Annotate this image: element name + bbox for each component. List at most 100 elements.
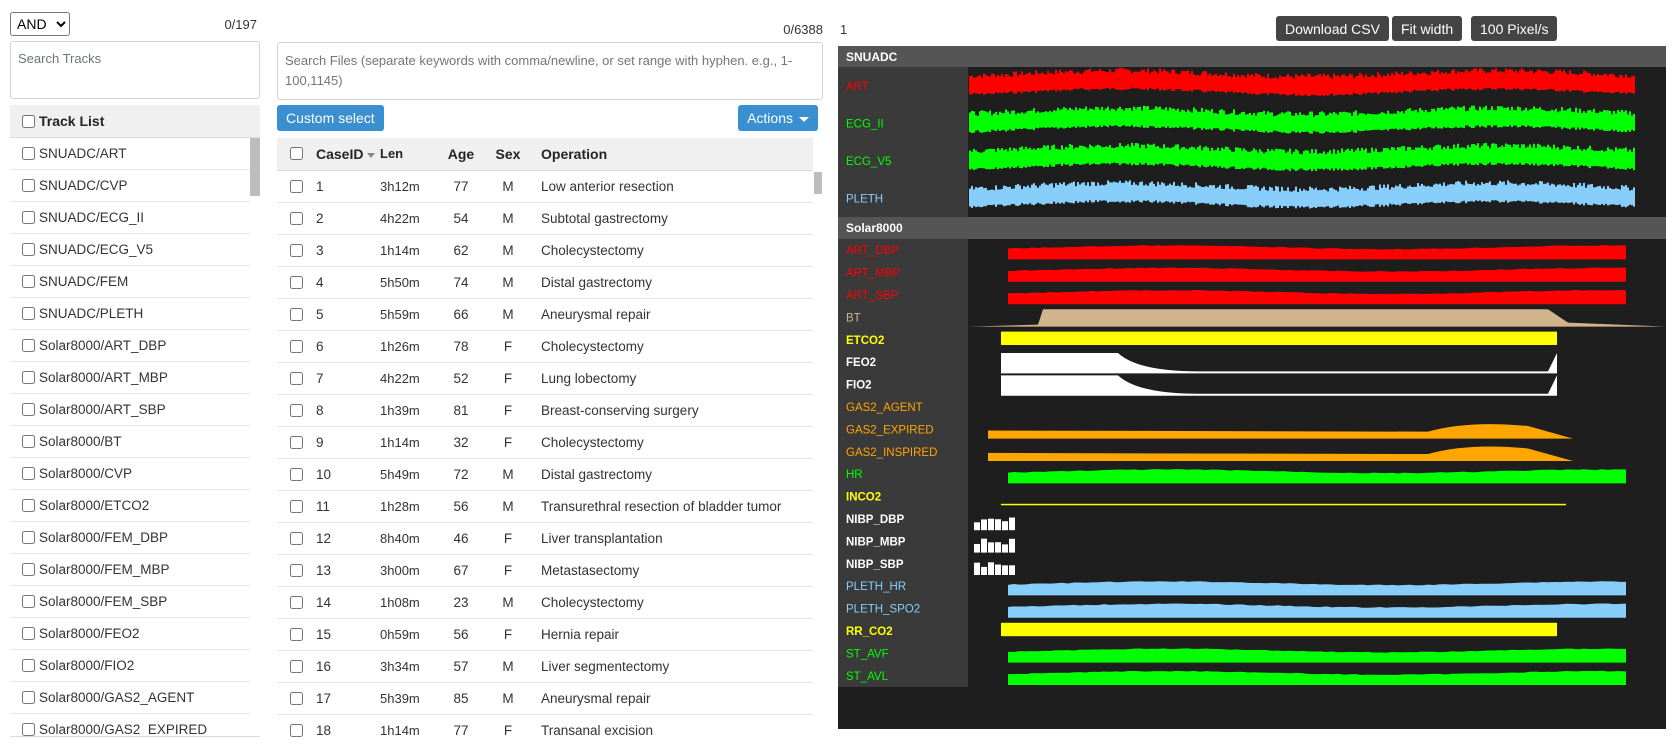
table-row[interactable]: 17 5h39m 85 M Aneurysmal repair (277, 682, 813, 715)
track-list-item[interactable]: SNUADC/ECG_V5 (10, 234, 250, 266)
table-row[interactable]: 5 5h59m 66 M Aneurysmal repair (277, 298, 813, 331)
track-name[interactable]: ART_DBP (846, 245, 899, 257)
case-checkbox[interactable] (289, 467, 303, 481)
fit-width-button[interactable]: Fit width (1392, 16, 1463, 41)
table-row[interactable]: 1 3h12m 77 M Low anterior resection (277, 170, 813, 203)
track-list-item[interactable]: Solar8000/FIO2 (10, 650, 250, 682)
track-list-item[interactable]: Solar8000/FEM_DBP (10, 522, 250, 554)
track-checkbox[interactable] (22, 179, 35, 192)
track-name[interactable]: NIBP_SBP (846, 559, 904, 571)
case-checkbox[interactable] (289, 371, 303, 385)
track-list-item[interactable]: Solar8000/BT (10, 426, 250, 458)
track-name[interactable]: FEO2 (846, 357, 876, 369)
table-row[interactable]: 8 1h39m 81 F Breast-conserving surgery (277, 394, 813, 427)
table-row[interactable]: 3 1h14m 62 M Cholecystectomy (277, 234, 813, 267)
select-all-tracks-checkbox[interactable] (22, 114, 35, 128)
track-name[interactable]: ST_AVF (846, 648, 889, 660)
case-checkbox[interactable] (289, 563, 303, 577)
track-checkbox[interactable] (22, 595, 35, 608)
track-checkbox[interactable] (22, 435, 35, 448)
track-list-item[interactable]: Solar8000/ART_SBP (10, 394, 250, 426)
track-list-scrollbar[interactable] (250, 138, 260, 196)
search-tracks-input[interactable] (10, 41, 260, 99)
table-row[interactable]: 11 1h28m 56 M Transurethral resection of bla… (277, 490, 813, 523)
case-checkbox[interactable] (289, 723, 303, 737)
track-list-item[interactable]: Solar8000/CVP (10, 458, 250, 490)
track-name[interactable]: GAS2_AGENT (846, 402, 923, 414)
track-checkbox[interactable] (22, 371, 35, 384)
case-checkbox[interactable] (289, 691, 303, 705)
table-row[interactable]: 13 3h00m 67 F Metastasectomy (277, 554, 813, 587)
track-name[interactable]: NIBP_DBP (846, 514, 904, 526)
table-row[interactable]: 12 8h40m 46 F Liver transplantation (277, 522, 813, 555)
track-name[interactable]: FIO2 (846, 380, 872, 392)
track-checkbox[interactable] (22, 307, 35, 320)
track-viewer[interactable]: SNUADC ART ECG_II ECG_V5 PLETH Solar8000 ART_D… (838, 46, 1666, 729)
track-list-item[interactable]: SNUADC/ECG_II (10, 202, 250, 234)
track-name[interactable]: ART_MBP (846, 268, 900, 280)
track-list-item[interactable]: SNUADC/FEM (10, 266, 250, 298)
table-row[interactable]: 10 5h49m 72 M Distal gastrectomy (277, 458, 813, 491)
track-list-item[interactable]: SNUADC/CVP (10, 170, 250, 202)
track-checkbox[interactable] (22, 563, 35, 576)
case-checkbox[interactable] (289, 339, 303, 353)
case-checkbox[interactable] (289, 275, 303, 289)
table-row[interactable]: 16 3h34m 57 M Liver segmentectomy (277, 650, 813, 683)
track-checkbox[interactable] (22, 691, 35, 704)
track-list-item[interactable]: Solar8000/GAS2_AGENT (10, 682, 250, 714)
track-list-item[interactable]: SNUADC/ART (10, 138, 250, 170)
column-operation[interactable]: Operation (531, 138, 813, 171)
track-checkbox[interactable] (22, 723, 35, 736)
case-checkbox[interactable] (289, 595, 303, 609)
track-name[interactable]: RR_CO2 (846, 626, 893, 638)
column-len[interactable]: Len (380, 138, 437, 171)
track-name[interactable]: GAS2_EXPIRED (846, 424, 934, 436)
case-checkbox[interactable] (289, 659, 303, 673)
column-age[interactable]: Age (437, 138, 485, 171)
track-name[interactable]: ETCO2 (846, 335, 884, 347)
search-files-input[interactable] (277, 42, 823, 100)
filter-mode-select[interactable]: ANDOR (10, 12, 70, 36)
track-name[interactable]: INCO2 (846, 492, 881, 504)
track-list-item[interactable]: Solar8000/ETCO2 (10, 490, 250, 522)
track-list-item[interactable]: Solar8000/FEM_MBP (10, 554, 250, 586)
select-all-cases-checkbox[interactable] (289, 147, 303, 161)
track-checkbox[interactable] (22, 339, 35, 352)
case-checkbox[interactable] (289, 403, 303, 417)
case-checkbox[interactable] (289, 179, 303, 193)
track-name[interactable]: GAS2_INSPIRED (846, 447, 937, 459)
table-row[interactable]: 9 1h14m 32 F Cholecystectomy (277, 426, 813, 459)
column-sex[interactable]: Sex (485, 138, 531, 171)
actions-dropdown-button[interactable]: Actions (738, 105, 818, 131)
track-name[interactable]: BT (846, 312, 861, 324)
track-checkbox[interactable] (22, 467, 35, 480)
table-row[interactable]: 6 1h26m 78 F Cholecystectomy (277, 330, 813, 363)
playback-speed-button[interactable]: 100 Pixel/s (1471, 16, 1558, 41)
table-row[interactable]: 14 1h08m 23 M Cholecystectomy (277, 586, 813, 619)
track-name[interactable]: ECG_II (846, 118, 884, 130)
track-name[interactable]: HR (846, 469, 863, 481)
case-checkbox[interactable] (289, 627, 303, 641)
track-list-item[interactable]: Solar8000/ART_MBP (10, 362, 250, 394)
track-checkbox[interactable] (22, 627, 35, 640)
track-name[interactable]: PLETH_SPO2 (846, 604, 920, 616)
case-table-scrollbar[interactable] (814, 172, 822, 194)
track-checkbox[interactable] (22, 531, 35, 544)
track-list-item[interactable]: Solar8000/FEM_SBP (10, 586, 250, 618)
track-name[interactable]: ECG_V5 (846, 156, 891, 168)
track-name[interactable]: ART (846, 81, 869, 93)
table-row[interactable]: 18 1h14m 77 F Transanal excision (277, 714, 813, 739)
track-list-item[interactable]: SNUADC/PLETH (10, 298, 250, 330)
custom-select-button[interactable]: Custom select (277, 105, 384, 131)
table-row[interactable]: 2 4h22m 54 M Subtotal gastrectomy (277, 202, 813, 235)
track-checkbox[interactable] (22, 211, 35, 224)
table-row[interactable]: 4 5h50m 74 M Distal gastrectomy (277, 266, 813, 299)
track-list-item[interactable]: Solar8000/GAS2_EXPIRED (10, 714, 250, 736)
track-name[interactable]: ST_AVL (846, 671, 889, 683)
track-checkbox[interactable] (22, 147, 35, 160)
case-checkbox[interactable] (289, 499, 303, 513)
track-checkbox[interactable] (22, 499, 35, 512)
track-viewer-canvas[interactable]: SNUADC ART ECG_II ECG_V5 PLETH Solar8000 ART_D… (838, 46, 1666, 729)
track-list[interactable]: SNUADC/ART SNUADC/CVP SNUADC/ECG_II SNUADC/… (10, 138, 260, 737)
case-checkbox[interactable] (289, 531, 303, 545)
